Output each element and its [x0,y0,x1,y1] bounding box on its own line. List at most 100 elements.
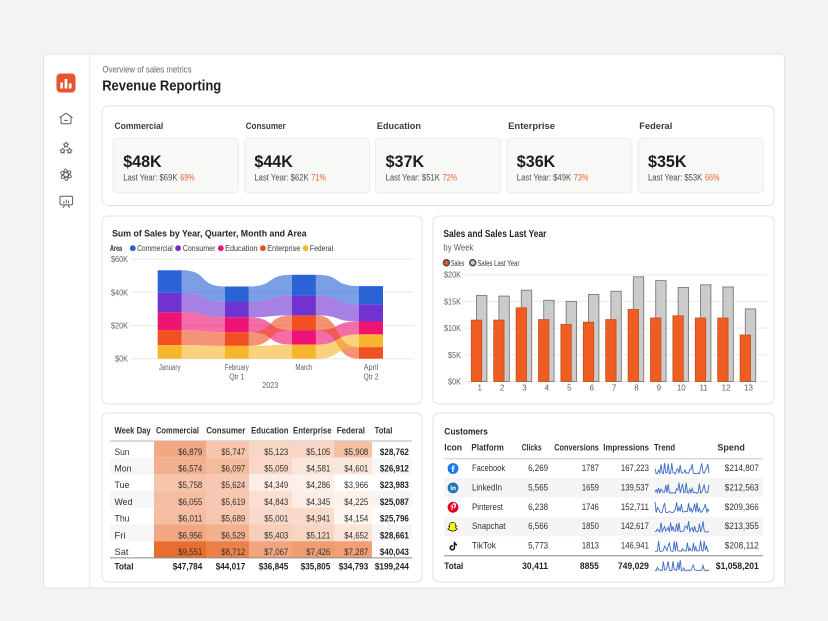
svg-text:Total: Total [375,426,393,436]
svg-text:Sat: Sat [115,547,129,557]
svg-text:$5,619: $5,619 [221,497,245,507]
svg-text:Commercial: Commercial [137,244,173,253]
svg-text:146,941: 146,941 [621,541,649,552]
svg-text:Area: Area [110,244,122,253]
svg-text:1850: 1850 [582,521,599,532]
svg-text:Facebook: Facebook [472,463,505,474]
svg-text:Platform: Platform [471,442,504,452]
svg-text:$4,345: $4,345 [306,497,330,507]
svg-text:$6,097: $6,097 [221,464,245,474]
svg-text:749,029: 749,029 [618,561,649,571]
svg-text:7: 7 [612,384,617,393]
svg-text:1659: 1659 [582,482,599,493]
svg-text:5,565: 5,565 [528,482,548,493]
svg-text:73%: 73% [574,172,589,182]
svg-text:1787: 1787 [582,463,599,474]
svg-text:Total: Total [115,561,134,571]
svg-text:30,411: 30,411 [522,561,548,571]
svg-text:71%: 71% [311,172,326,182]
svg-text:$48K: $48K [123,153,162,171]
svg-text:Snapchat: Snapchat [472,521,506,532]
svg-text:72%: 72% [443,172,458,182]
svg-text:Impressions: Impressions [603,442,649,452]
svg-text:January: January [159,363,181,372]
svg-text:$5,123: $5,123 [264,447,288,457]
svg-text:13: 13 [744,384,753,393]
svg-text:$213,355: $213,355 [725,521,759,532]
svg-text:$5,689: $5,689 [221,514,245,524]
svg-text:$36K: $36K [517,153,556,171]
svg-text:$0K: $0K [115,355,129,364]
svg-text:$4,349: $4,349 [264,480,288,490]
svg-text:$5,403: $5,403 [264,530,288,540]
svg-text:$47,784: $47,784 [173,561,203,571]
svg-text:$9,551: $9,551 [178,547,202,557]
svg-text:$4,601: $4,601 [344,464,368,474]
svg-text:March: March [295,363,312,372]
svg-text:$7,287: $7,287 [344,547,368,557]
svg-text:69%: 69% [180,172,195,182]
svg-text:by Week: by Week [443,243,473,254]
svg-text:$23,983: $23,983 [380,480,409,490]
svg-text:February: February [225,363,249,372]
svg-text:$6,055: $6,055 [178,497,202,507]
svg-text:5,773: 5,773 [528,541,548,552]
svg-text:April: April [364,363,379,372]
svg-text:Pinterest: Pinterest [472,502,503,513]
svg-text:TikTok: TikTok [472,541,496,552]
svg-text:$5,121: $5,121 [306,530,330,540]
svg-text:$44K: $44K [254,153,293,171]
svg-text:$4,843: $4,843 [264,497,288,507]
svg-text:$5,059: $5,059 [264,464,288,474]
svg-text:Trend: Trend [654,442,675,452]
svg-text:$6,879: $6,879 [178,447,202,457]
svg-text:12: 12 [722,384,731,393]
svg-text:Last Year: $51K: Last Year: $51K [386,172,440,182]
svg-text:Enterprise: Enterprise [508,121,555,131]
svg-text:Federal: Federal [639,121,672,131]
svg-text:$35K: $35K [648,153,687,171]
svg-text:Last Year: $49K: Last Year: $49K [517,172,571,182]
svg-text:$15K: $15K [444,297,462,306]
svg-text:$28,661: $28,661 [380,530,409,540]
svg-text:$212,563: $212,563 [725,482,759,493]
svg-text:Sum of Sales by Year, Quarter,: Sum of Sales by Year, Quarter, Month and… [112,228,307,239]
svg-text:$26,912: $26,912 [380,464,409,474]
svg-text:$60K: $60K [111,255,129,264]
svg-text:$5K: $5K [448,351,462,360]
svg-text:Consumer: Consumer [246,121,286,131]
svg-text:$4,652: $4,652 [344,530,368,540]
svg-text:Sales Last Year: Sales Last Year [477,259,520,268]
svg-text:$209,366: $209,366 [725,502,759,513]
svg-text:Thu: Thu [115,514,130,524]
svg-text:10: 10 [677,384,686,393]
svg-text:Enterprise: Enterprise [293,426,332,436]
svg-text:Sales and Sales Last Year: Sales and Sales Last Year [443,229,546,240]
svg-text:1813: 1813 [582,541,599,552]
svg-text:Revenue Reporting: Revenue Reporting [102,79,221,95]
svg-text:$5,001: $5,001 [264,514,288,524]
svg-text:8855: 8855 [580,561,599,571]
svg-text:Qtr 2: Qtr 2 [364,373,379,382]
svg-text:Consumer: Consumer [206,426,246,436]
svg-text:$34,793: $34,793 [339,561,369,571]
svg-text:6,269: 6,269 [528,463,548,474]
svg-text:Customers: Customers [444,426,488,437]
svg-text:Tue: Tue [115,480,130,490]
svg-text:$25,796: $25,796 [380,514,409,524]
svg-text:Last Year: $62K: Last Year: $62K [254,172,308,182]
svg-text:139,537: 139,537 [621,482,649,493]
svg-text:$4,286: $4,286 [306,480,330,490]
svg-text:Enterprise: Enterprise [267,244,301,253]
svg-text:$7,426: $7,426 [306,547,330,557]
svg-text:Clicks: Clicks [522,442,542,452]
svg-text:$6,956: $6,956 [178,530,202,540]
svg-text:Qtr 1: Qtr 1 [229,373,244,382]
svg-text:Federal: Federal [337,426,365,436]
svg-text:$25,087: $25,087 [380,497,409,507]
svg-text:6,566: 6,566 [528,521,548,532]
svg-text:Commercial: Commercial [115,121,164,131]
svg-text:$4,154: $4,154 [344,514,368,524]
svg-text:Commercial: Commercial [156,426,199,436]
svg-text:$8,712: $8,712 [221,547,245,557]
